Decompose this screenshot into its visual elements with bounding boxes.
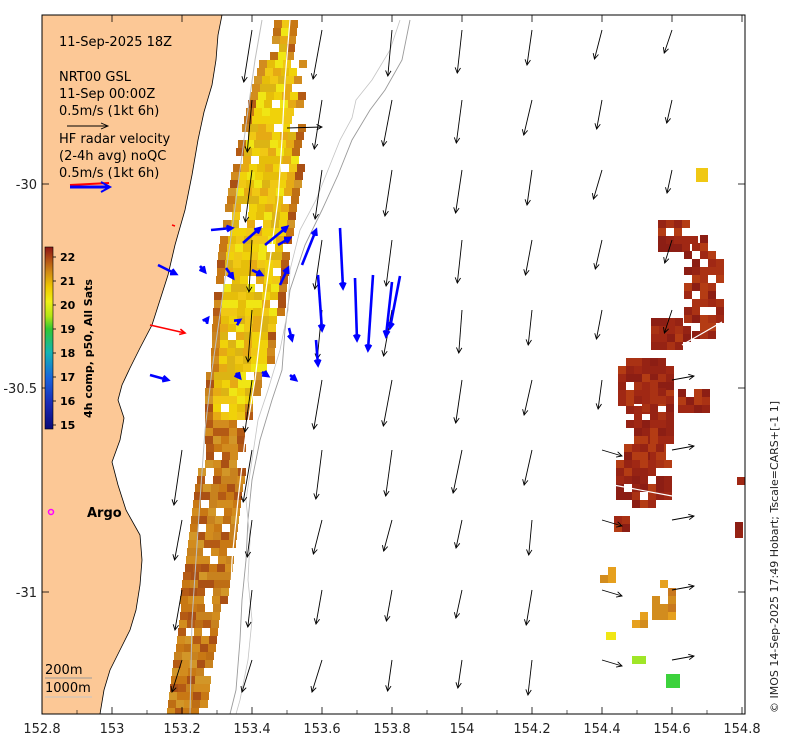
x-tick-label: 154.2 — [513, 722, 550, 737]
hf-scale-arrow — [69, 181, 113, 193]
sst-front-lines — [607, 321, 723, 497]
x-tick-label: 154 — [450, 722, 475, 737]
colorbar-tick-label: 20 — [60, 299, 76, 312]
bathymetry-contours — [189, 19, 411, 714]
x-tick-label: 154.8 — [723, 722, 760, 737]
colorbar-tick-label: 18 — [60, 347, 75, 360]
x-tick-label: 153.6 — [303, 722, 340, 737]
x-axis-ticks: 152.8 153 153.2 153.4 153.6 153.8 154 154.2 154.… — [23, 15, 761, 737]
argo-float-marker — [47, 508, 55, 516]
plot-area: Argo — [42, 15, 745, 714]
x-tick-label: 154.6 — [653, 722, 690, 737]
australian-coastline — [42, 15, 223, 714]
y-tick-label: -30 — [16, 178, 37, 193]
y-tick-label: -30.5 — [3, 382, 37, 397]
colorbar-tick-label: 15 — [60, 419, 75, 432]
hf-subtitle-label: (2-4h avg) noQC — [59, 149, 166, 164]
contour-key: 200m 1000m — [45, 663, 92, 698]
model-name-label: NRT00 GSL — [59, 70, 132, 85]
y-axis-ticks: -30 -30.5 -31 — [3, 178, 745, 601]
plot-frame — [41, 14, 746, 715]
y-tick-label: -31 — [16, 586, 37, 601]
colorbar-tick-label: 22 — [60, 251, 75, 264]
x-tick-label: 152.8 — [23, 722, 60, 737]
colorbar-label: 4h comp, p50, All Sats — [82, 279, 95, 418]
colorbar-tick-label: 17 — [60, 371, 75, 384]
colorbar: 22 21 20 19 18 17 16 15 4h comp, p50, All Sats — [44, 246, 95, 432]
colorbar-tick-label: 21 — [60, 275, 75, 288]
x-tick-label: 153 — [100, 722, 125, 737]
model-scale-label: 0.5m/s (1kt 6h) — [59, 104, 159, 119]
colorbar-gradient — [44, 246, 54, 430]
argo-label: Argo — [87, 506, 122, 521]
sst-pixels — [167, 20, 745, 714]
contour-1000-label: 1000m — [45, 681, 91, 696]
hf-scale-label: 0.5m/s (1kt 6h) — [59, 166, 159, 181]
contour-200-label: 200m — [45, 663, 82, 678]
model-current-arrows — [170, 29, 695, 714]
x-tick-label: 154.4 — [583, 722, 620, 737]
colorbar-tick-label: 19 — [60, 323, 75, 336]
legend-text: 11-Sep-2025 18Z NRT00 GSL 11-Sep 00:00Z … — [59, 35, 172, 193]
model-time-label: 11-Sep 00:00Z — [59, 87, 155, 102]
credit-text: © IMOS 14-Sep-2025 17:49 Hobart; Tscale=… — [768, 401, 781, 713]
x-tick-label: 153.8 — [373, 722, 410, 737]
hf-radar-arrows — [149, 224, 402, 383]
colorbar-tick-label: 16 — [60, 395, 76, 408]
x-tick-label: 153.2 — [163, 722, 200, 737]
date-label: 11-Sep-2025 18Z — [59, 35, 172, 50]
hf-title-label: HF radar velocity — [59, 132, 171, 147]
x-tick-label: 153.4 — [233, 722, 270, 737]
